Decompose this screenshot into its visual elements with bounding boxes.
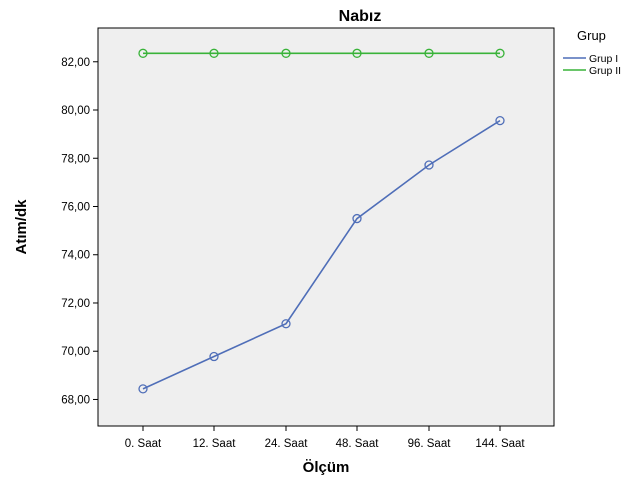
data-point	[138, 48, 148, 58]
y-tick-label: 78,00	[61, 153, 90, 165]
chart-title: Nabız	[339, 8, 382, 25]
y-tick-label: 68,00	[61, 394, 90, 406]
x-tick-label: 144. Saat	[475, 438, 525, 450]
series-layer	[138, 48, 505, 394]
data-point	[281, 48, 291, 58]
y-tick-label: 76,00	[61, 201, 90, 213]
data-point	[138, 384, 148, 394]
x-tick-label: 96. Saat	[408, 438, 452, 450]
data-point	[495, 115, 505, 126]
series-grup-ii	[138, 48, 505, 58]
data-point	[495, 48, 505, 58]
legend-label: Grup II	[589, 65, 621, 77]
data-point	[352, 213, 362, 224]
x-tick-label: 48. Saat	[336, 438, 380, 450]
y-axis: 68,00 70,00 72,00 74,00 76,00 78,00 80,00 82,00	[61, 57, 98, 406]
x-tick-label: 12. Saat	[193, 438, 237, 450]
data-point	[424, 160, 434, 170]
y-tick-label: 72,00	[61, 298, 90, 310]
data-point	[281, 319, 291, 329]
y-tick-label: 82,00	[61, 57, 90, 69]
legend-label: Grup I	[589, 53, 618, 65]
x-tick-label: 24. Saat	[265, 438, 309, 450]
y-tick-label: 74,00	[61, 250, 90, 262]
x-axis: 0. Saat 12. Saat 24. Saat 48. Saat 96. Saat 1…	[125, 426, 525, 450]
x-axis-title: Ölçüm	[303, 459, 350, 476]
data-point	[424, 48, 434, 58]
legend-title: Grup	[577, 28, 606, 43]
y-tick-label: 80,00	[61, 105, 90, 117]
y-tick-label: 70,00	[61, 346, 90, 358]
series-grup-i	[138, 115, 505, 394]
data-point	[209, 48, 219, 58]
plot-area	[97, 27, 555, 427]
y-axis-title: Atım/dk	[13, 199, 30, 255]
series-line	[142, 119, 501, 390]
data-point	[352, 48, 362, 58]
data-point	[209, 351, 219, 362]
x-tick-label: 0. Saat	[125, 438, 162, 450]
